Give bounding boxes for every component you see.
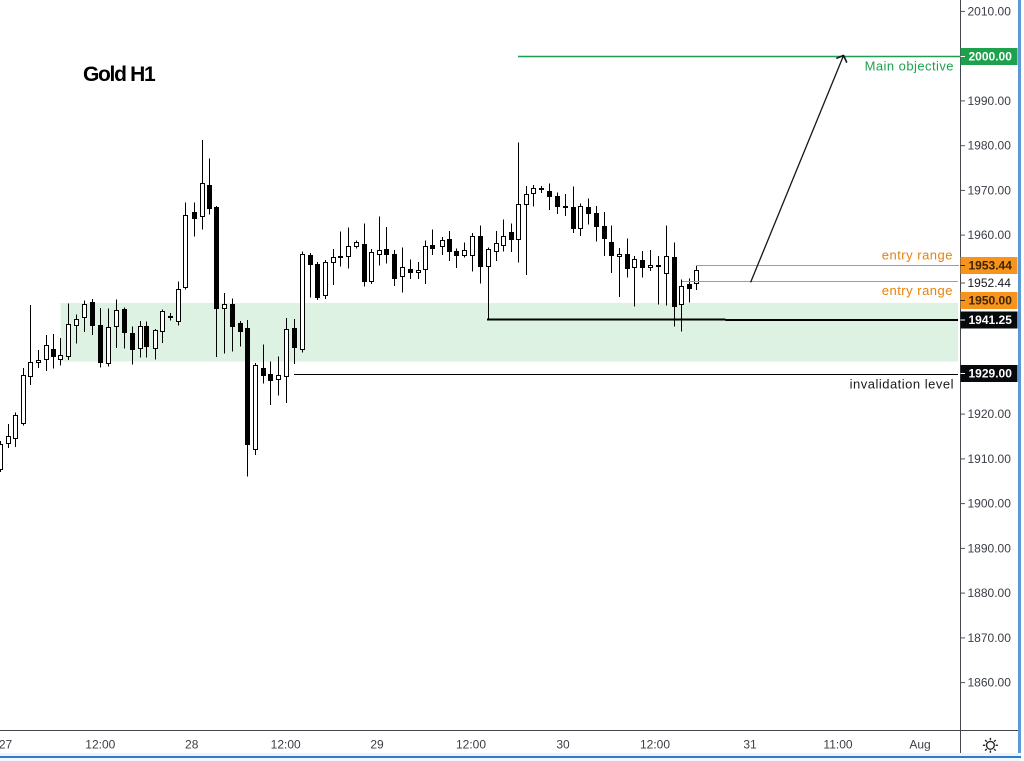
svg-text:1920.00: 1920.00 xyxy=(968,407,1012,421)
svg-text:28: 28 xyxy=(185,738,199,752)
svg-text:Main objective: Main objective xyxy=(865,59,954,74)
svg-text:entry range: entry range xyxy=(882,248,953,263)
svg-text:2010.00: 2010.00 xyxy=(968,4,1012,18)
svg-text:1970.00: 1970.00 xyxy=(968,183,1012,197)
svg-text:invalidation level: invalidation level xyxy=(850,377,954,392)
svg-text:12:00: 12:00 xyxy=(640,738,670,752)
svg-text:1890.00: 1890.00 xyxy=(968,541,1012,555)
svg-text:12:00: 12:00 xyxy=(271,738,301,752)
svg-text:31: 31 xyxy=(743,738,757,752)
svg-text:1953.44: 1953.44 xyxy=(969,259,1013,273)
svg-text:11:00: 11:00 xyxy=(823,738,852,752)
svg-text:1929.00: 1929.00 xyxy=(969,367,1013,381)
svg-text:1952.44: 1952.44 xyxy=(968,276,1012,290)
svg-text:1860.00: 1860.00 xyxy=(968,676,1012,690)
svg-text:Aug: Aug xyxy=(909,738,930,752)
svg-text:30: 30 xyxy=(556,738,570,752)
svg-text:Gold H1: Gold H1 xyxy=(83,63,156,86)
svg-text:12:00: 12:00 xyxy=(85,738,115,752)
svg-text:1950.00: 1950.00 xyxy=(969,294,1013,308)
svg-text:1870.00: 1870.00 xyxy=(968,631,1012,645)
svg-text:1880.00: 1880.00 xyxy=(968,586,1012,600)
svg-text:2000.00: 2000.00 xyxy=(969,50,1013,64)
svg-text:entry range: entry range xyxy=(882,283,953,298)
svg-text:29: 29 xyxy=(370,738,384,752)
svg-text:12:00: 12:00 xyxy=(456,738,486,752)
svg-text:1990.00: 1990.00 xyxy=(968,94,1012,108)
svg-text:1980.00: 1980.00 xyxy=(968,139,1012,153)
svg-text:27: 27 xyxy=(0,738,12,752)
svg-text:1960.00: 1960.00 xyxy=(968,228,1012,242)
svg-text:1941.25: 1941.25 xyxy=(969,313,1013,327)
svg-text:1910.00: 1910.00 xyxy=(968,452,1012,466)
svg-text:1900.00: 1900.00 xyxy=(968,497,1012,511)
